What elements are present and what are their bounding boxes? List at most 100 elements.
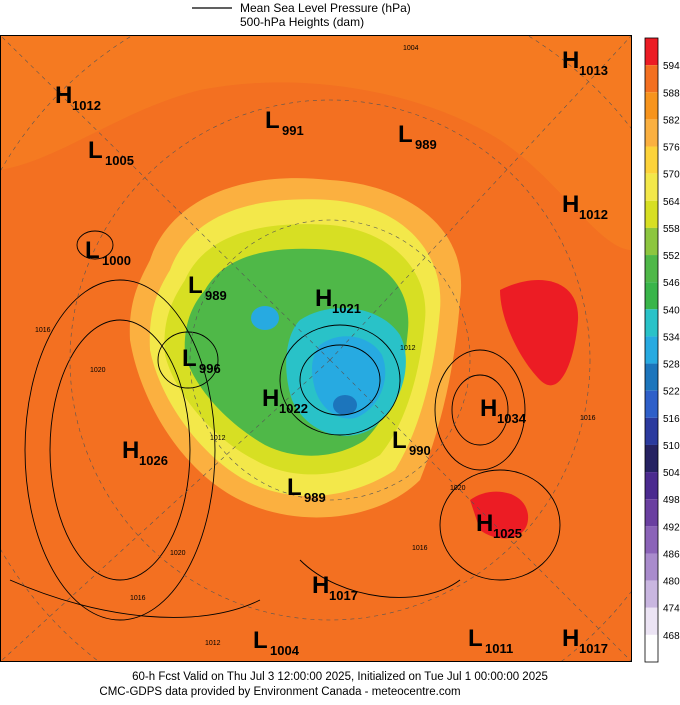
- center-value: 991: [282, 123, 304, 138]
- center-letter: L: [398, 121, 413, 148]
- center-value: 996: [199, 361, 221, 376]
- contour-labels: 1004 1016 1020 1020 1016 1012 1016 1020 1016 1012…: [35, 45, 596, 647]
- center-value: 1012: [579, 207, 608, 222]
- center-letter: H: [562, 625, 579, 652]
- colorbar-label: 486: [663, 549, 680, 560]
- center-value: 1005: [105, 153, 134, 168]
- center-value: 1004: [270, 643, 300, 658]
- center-value: 1011: [485, 641, 513, 656]
- center-value: 1034: [497, 411, 527, 426]
- center-value: 1017: [329, 588, 358, 603]
- colorbar-label: 468: [663, 631, 680, 642]
- contour-label: 1016: [580, 415, 596, 422]
- center-letter: H: [312, 572, 329, 599]
- center-letter: L: [182, 345, 197, 372]
- center-value: 1021: [332, 301, 361, 316]
- colorbar-label: 546: [663, 278, 680, 289]
- contour-label: 1020: [90, 367, 106, 374]
- center-value: 990: [409, 443, 431, 458]
- colorbar-swatch: [645, 472, 658, 500]
- center-value: 1012: [72, 98, 101, 113]
- contour-label: 1020: [170, 550, 186, 557]
- colorbar-label: 594: [663, 61, 680, 72]
- contour-label: 1012: [205, 640, 221, 647]
- colorbar-label: 582: [663, 115, 680, 126]
- colorbar-label: 552: [663, 251, 680, 262]
- center-letter: H: [562, 191, 579, 218]
- colorbar-label: 510: [663, 441, 680, 452]
- colorbar-swatch: [645, 309, 658, 337]
- contour-label: 1016: [35, 327, 51, 334]
- colorbar-swatch: [645, 444, 658, 473]
- colorbar-label: 564: [663, 197, 680, 208]
- contour-label: 1016: [130, 595, 146, 602]
- colorbar-swatch: [645, 553, 658, 581]
- colorbar-label: 498: [663, 495, 680, 506]
- colorbar-swatch: [645, 634, 658, 662]
- colorbar-label: 540: [663, 305, 680, 316]
- colorbar-swatch: [645, 390, 658, 418]
- colorbar-swatch: [645, 38, 658, 66]
- center-letter: L: [85, 237, 100, 264]
- center-letter: L: [188, 272, 203, 299]
- colorbar-swatch: [645, 499, 658, 527]
- colorbar-label: 474: [663, 604, 680, 615]
- colorbar-swatch: [645, 282, 658, 310]
- center-value: 1022: [279, 401, 308, 416]
- footer-line: CMC-GDPS data provided by Environment Ca…: [99, 686, 460, 698]
- colorbar-label: 570: [663, 170, 680, 181]
- colorbar-swatch: [645, 336, 658, 364]
- colorbar-label: 522: [663, 387, 680, 398]
- center-letter: H: [476, 510, 493, 537]
- colorbar-swatch: [645, 607, 658, 635]
- center-letter: L: [253, 627, 268, 654]
- colorbar-swatch: [645, 92, 658, 120]
- center-value: 1025: [493, 526, 522, 541]
- colorbar-swatch: [645, 526, 658, 554]
- contour-label: 1012: [210, 435, 226, 442]
- center-value: 1026: [139, 453, 168, 468]
- footer-line: 60-h Fcst Valid on Thu Jul 3 12:00:00 20…: [132, 671, 548, 683]
- contour-label: 1012: [400, 345, 416, 352]
- center-value: 989: [205, 288, 227, 303]
- colorbar-label: 504: [663, 468, 680, 479]
- center-value: 1013: [579, 63, 608, 78]
- center-letter: L: [287, 474, 302, 501]
- colorbar-swatch: [645, 65, 658, 93]
- colorbar-label: 558: [663, 224, 680, 235]
- center-letter: H: [122, 437, 139, 464]
- colorbar-label: 480: [663, 577, 680, 588]
- center-letter: L: [468, 625, 483, 652]
- center-letter: H: [315, 285, 332, 312]
- colorbar-swatch: [645, 580, 658, 608]
- center-value: 1017: [579, 641, 608, 656]
- center-letter: H: [480, 395, 497, 422]
- map-frame: [0, 35, 632, 662]
- contour-label: 1020: [450, 485, 466, 492]
- colorbar-label: 492: [663, 522, 680, 533]
- center-letter: L: [392, 427, 407, 454]
- colorbar-swatch: [645, 417, 658, 445]
- center-letter: H: [55, 82, 72, 109]
- colorbar-swatch: [645, 227, 658, 256]
- center-letter: L: [265, 107, 280, 134]
- contour-label: 1004: [403, 45, 419, 52]
- colorbar-label: 534: [663, 332, 680, 343]
- colorbar-label: 516: [663, 414, 680, 425]
- colorbar-swatch: [645, 173, 658, 201]
- colorbar-swatch: [645, 119, 658, 147]
- colorbar-swatch: [645, 200, 658, 228]
- header-line: 500-hPa Heights (dam): [240, 15, 364, 29]
- colorbar-frame: [644, 37, 659, 663]
- center-letter: H: [262, 385, 279, 412]
- colorbar-swatch: [645, 255, 658, 283]
- colorbar-label: 528: [663, 360, 680, 371]
- center-letter: L: [88, 137, 103, 164]
- colorbar: 594 588 582 576 570 564 558 552 546 540 534 528 522 5…: [644, 37, 680, 663]
- colorbar-label: 576: [663, 143, 680, 154]
- header-line: Mean Sea Level Pressure (hPa): [240, 1, 411, 15]
- colorbar-label: 588: [663, 88, 680, 99]
- contour-label: 1016: [412, 545, 428, 552]
